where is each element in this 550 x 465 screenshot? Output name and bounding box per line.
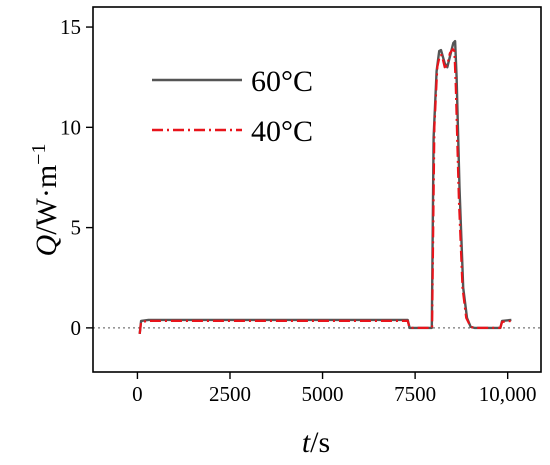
series-line-40c <box>138 48 512 335</box>
x-tick-label: 5000 <box>302 382 344 406</box>
y-tick-label: 5 <box>71 216 82 240</box>
x-axis-title: t/s <box>302 426 330 459</box>
plot-frame <box>92 6 542 373</box>
x-tick-label: 10,000 <box>479 382 537 406</box>
y-axis-title: Q/W·m−1 <box>28 144 63 257</box>
y-tick-label: 10 <box>60 115 81 139</box>
legend: 60°C 40°C <box>152 65 313 148</box>
y-tick-label: 15 <box>60 15 81 39</box>
x-tick-label: 2500 <box>209 382 251 406</box>
legend-label-60c: 60°C <box>251 65 313 98</box>
x-tick-label: 0 <box>132 382 143 406</box>
y-tick-label: 0 <box>71 316 82 340</box>
x-tick-label: 7500 <box>394 382 436 406</box>
legend-label-40c: 40°C <box>251 115 313 148</box>
plot-area: 0 2500 5000 7500 10,000 0 5 10 15 <box>60 6 542 406</box>
